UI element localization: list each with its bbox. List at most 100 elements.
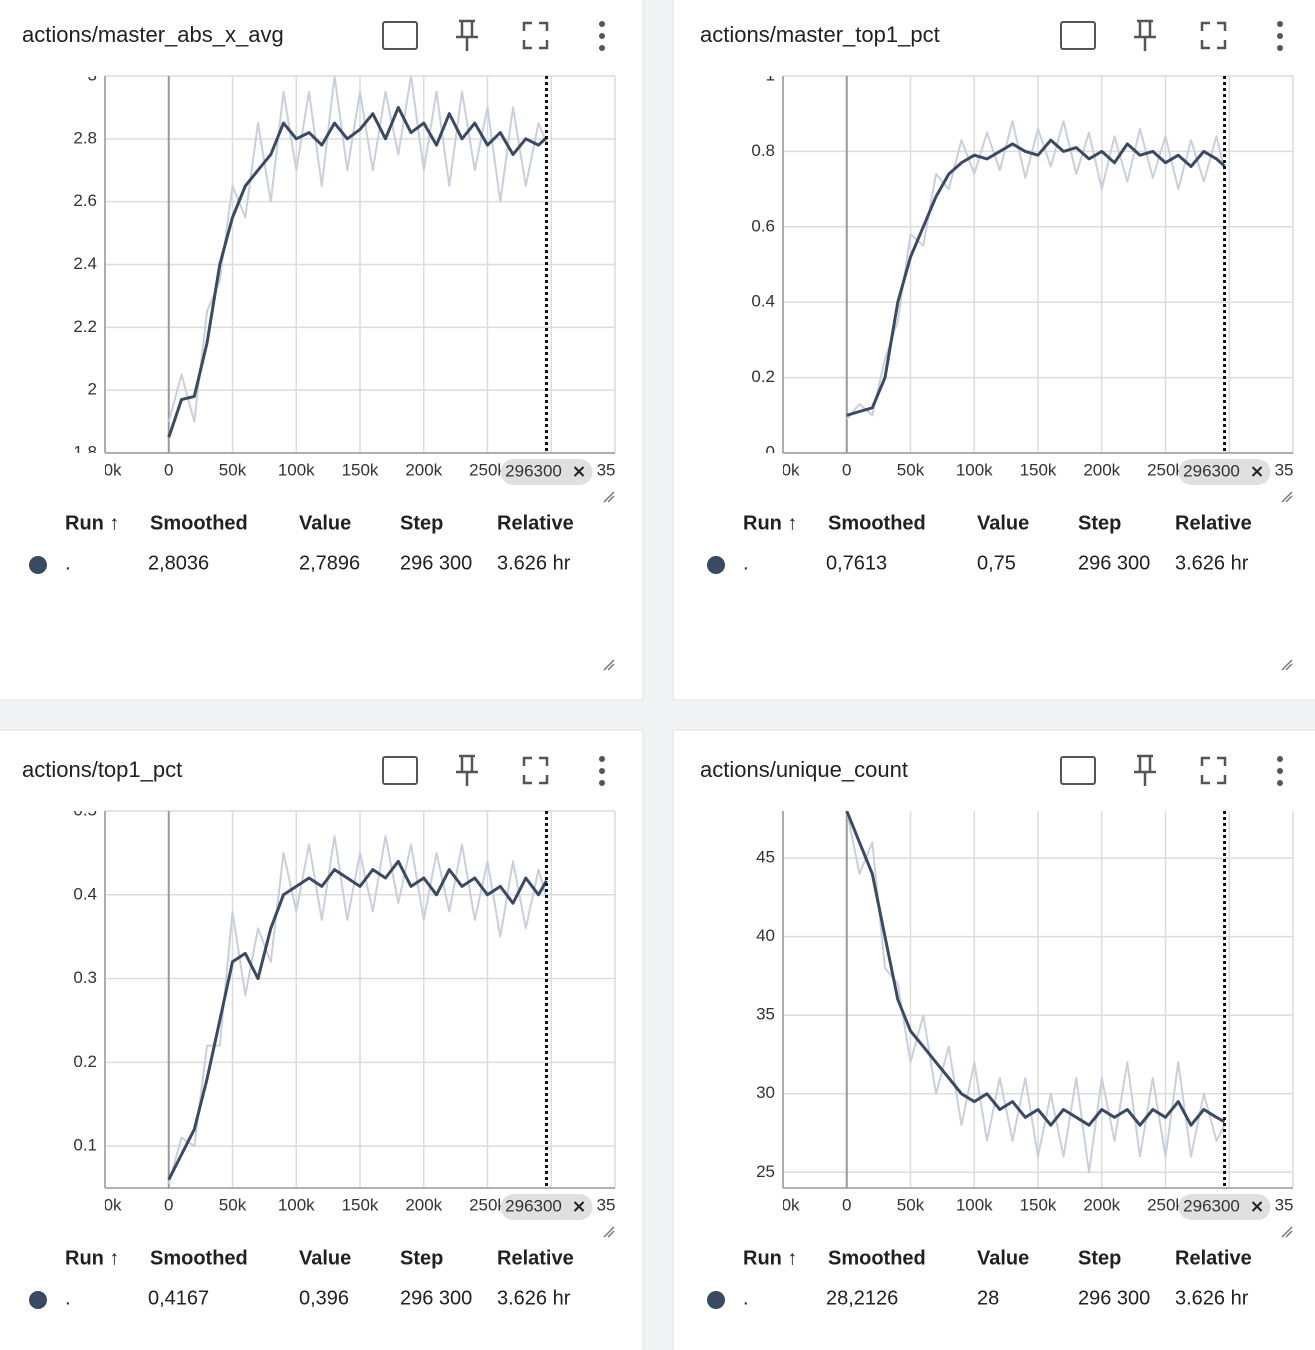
y-tick-label: 2.6: [73, 191, 97, 210]
dot: [1277, 756, 1283, 762]
y-tick-label: 1.8: [73, 442, 97, 461]
table-cell: 28,2126: [826, 1287, 898, 1309]
y-tick-label: 0.8: [751, 141, 775, 160]
x-tick-label: 150k: [342, 1195, 379, 1214]
x-tick-label: 250k: [1147, 1195, 1184, 1214]
fit-icon[interactable]: [1060, 756, 1096, 785]
x-tick-label: 100k: [278, 460, 315, 479]
table-header: Run ↑: [65, 512, 119, 534]
close-icon[interactable]: [1251, 1201, 1263, 1212]
table-header: Step: [1078, 512, 1121, 534]
dot: [599, 21, 605, 27]
table-cell: .: [65, 1287, 71, 1309]
table-cell: 2,8036: [148, 552, 209, 574]
x-tick-label: 100k: [278, 1195, 315, 1214]
x-tick-label: 350k: [1275, 1195, 1312, 1214]
y-tick-label: 0.6: [751, 216, 775, 235]
table-header: Run ↑: [743, 512, 797, 534]
y-tick-label: 0: [766, 442, 775, 461]
toolbar: [1060, 19, 1283, 51]
x-tick-label: 0: [842, 1195, 851, 1214]
table-cell: 2,7896: [299, 552, 360, 574]
cursor-badge: [500, 1194, 593, 1220]
cursor-badge: [500, 459, 593, 485]
card: [0, 0, 644, 701]
table-cell: .: [65, 552, 71, 574]
y-tick-label: 0.5: [73, 800, 97, 819]
series-line: [846, 138, 1226, 417]
cursor-label: 296300: [505, 461, 562, 480]
table-cell: 3.626 hr: [1175, 1287, 1249, 1309]
fit-icon[interactable]: [1060, 21, 1096, 50]
dot: [1277, 780, 1283, 786]
table-header: Step: [400, 512, 443, 534]
table-header: Value: [977, 1247, 1029, 1269]
y-tick-label: 40: [756, 926, 775, 945]
dot: [1277, 45, 1283, 51]
more-icon[interactable]: [1277, 756, 1283, 786]
y-tick-label: 3: [88, 65, 97, 84]
y-tick-label: 2.2: [73, 317, 97, 336]
grid: [782, 811, 1294, 1188]
x-tick-label: 50k: [219, 460, 247, 479]
x-tick-label: 100k: [956, 460, 993, 479]
close-icon[interactable]: [1251, 466, 1263, 477]
table-cell: 3.626 hr: [497, 1287, 571, 1309]
table-header: Smoothed: [150, 512, 248, 534]
fullscreen-icon[interactable]: [522, 21, 549, 50]
cursor-label: 296300: [505, 1196, 562, 1215]
series-line: [845, 811, 1226, 1174]
pin-icon[interactable]: [1134, 19, 1156, 51]
table-cell: 0,396: [299, 1287, 349, 1309]
table-header: Relative: [1175, 1247, 1252, 1269]
fit-icon[interactable]: [382, 756, 418, 785]
card: [672, 729, 1315, 1350]
cursor-label: 296300: [1183, 461, 1240, 480]
x-tick-label: 50k: [219, 1195, 247, 1214]
x-tick-label: 350k: [597, 460, 634, 479]
chart-title: actions/master_top1_pct: [700, 22, 940, 47]
plot: [167, 76, 548, 438]
chart-title: actions/master_abs_x_avg: [22, 22, 284, 47]
table-cell: 0,7613: [826, 552, 887, 574]
more-icon[interactable]: [1277, 21, 1283, 51]
table-header: Smoothed: [150, 1247, 248, 1269]
x-tick-label: 0: [164, 460, 173, 479]
fit-icon[interactable]: [382, 21, 418, 50]
y-tick-labels: 0.1 0.2 0.3 0.4 0.5: [73, 800, 97, 1155]
x-tick-label: 200k: [405, 1195, 442, 1214]
grid: [104, 810, 616, 1188]
run-swatch: [707, 556, 725, 574]
x-tick-label: 250k: [1147, 460, 1184, 479]
table-cell: 296 300: [1078, 552, 1150, 574]
table-cell: 0,75: [977, 552, 1016, 574]
table-header: Step: [400, 1247, 443, 1269]
series-line: [846, 120, 1226, 420]
table-cell: 296 300: [400, 552, 472, 574]
table-cell: .: [743, 552, 749, 574]
table-cell: 296 300: [1078, 1287, 1150, 1309]
pin-icon[interactable]: [456, 754, 478, 786]
pin-icon[interactable]: [1134, 754, 1156, 786]
series-line: [167, 835, 548, 1185]
table-header: Value: [299, 512, 351, 534]
table-header: Smoothed: [828, 512, 926, 534]
x-tick-label: -50k: [88, 1195, 122, 1214]
close-icon[interactable]: [573, 1201, 585, 1212]
table-cell: 3.626 hr: [1175, 552, 1249, 574]
y-tick-label: 0.2: [751, 367, 775, 386]
x-tick-label: 350k: [597, 1195, 634, 1214]
pin-icon[interactable]: [456, 19, 478, 51]
fullscreen-icon[interactable]: [522, 756, 549, 785]
run-swatch: [29, 1291, 47, 1309]
y-tick-label: 1: [766, 65, 775, 84]
more-icon[interactable]: [599, 756, 605, 786]
chart-title: actions/unique_count: [700, 757, 908, 782]
fullscreen-icon[interactable]: [1200, 756, 1227, 785]
fullscreen-icon[interactable]: [1200, 21, 1227, 50]
y-tick-label: 2.8: [73, 128, 97, 147]
close-icon[interactable]: [573, 466, 585, 477]
more-icon[interactable]: [599, 21, 605, 51]
resize-icon: [1281, 1226, 1293, 1238]
table-header: Relative: [497, 512, 574, 534]
